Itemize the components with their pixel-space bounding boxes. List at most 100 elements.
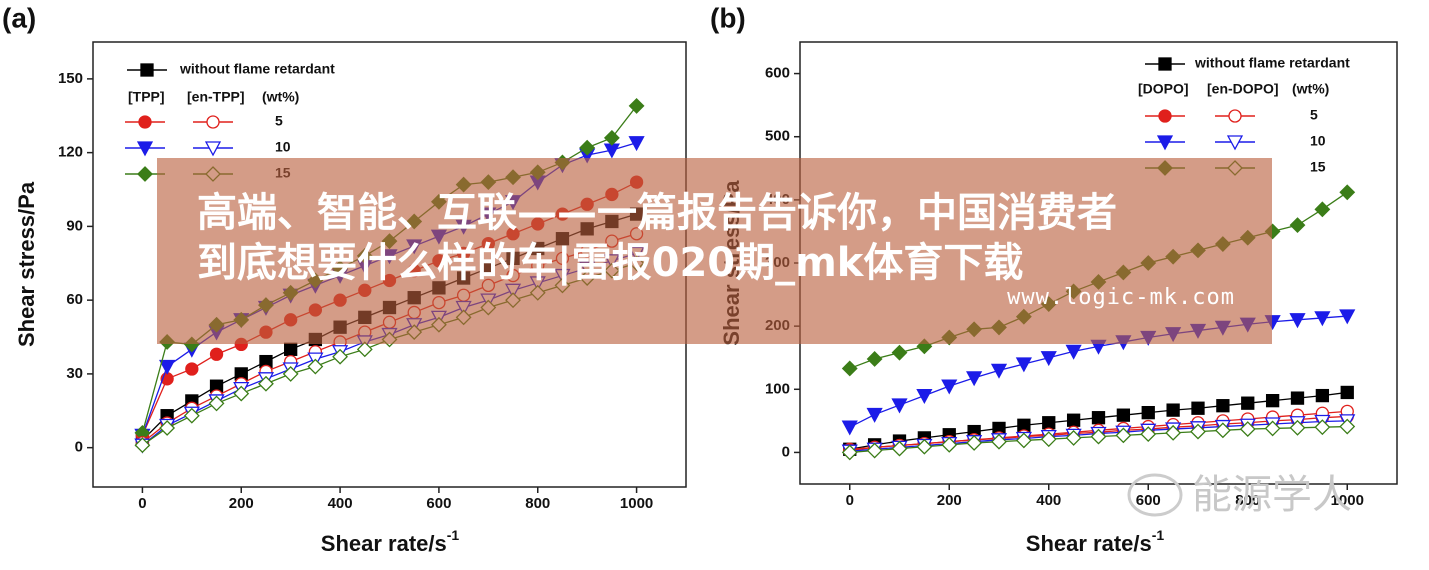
legend-header: [en-TPP] <box>187 89 245 105</box>
marker <box>258 375 274 392</box>
marker <box>841 444 858 461</box>
marker <box>991 433 1007 450</box>
legend-row-label: 5 <box>1310 107 1318 123</box>
marker <box>1214 422 1231 439</box>
legend-row-label: 5 <box>275 113 283 129</box>
marker <box>1015 357 1032 373</box>
x-tick-label: 800 <box>1235 492 1260 509</box>
marker <box>841 360 858 377</box>
legend-header: (wt%) <box>1292 81 1329 97</box>
watermark-group: 能源学人 <box>1127 472 1352 518</box>
marker <box>282 365 299 382</box>
legend-marker <box>140 63 154 77</box>
marker <box>1065 344 1082 360</box>
marker <box>1090 428 1107 445</box>
y-axis-title: Shear stress/Pa <box>14 181 39 347</box>
marker <box>233 385 250 402</box>
x-tick-label: 800 <box>525 495 550 512</box>
marker <box>332 348 349 365</box>
marker <box>579 139 596 156</box>
marker <box>628 136 645 152</box>
x-axis-title-text: Shear rate/s <box>1026 531 1152 556</box>
marker <box>159 420 176 436</box>
legend-marker <box>1158 57 1172 71</box>
y-tick-label: 30 <box>66 365 83 382</box>
marker <box>185 362 199 376</box>
marker <box>1289 217 1306 234</box>
watermark-icon <box>1127 473 1183 517</box>
marker <box>916 438 933 455</box>
marker <box>841 420 858 436</box>
legend-marker <box>1226 135 1244 151</box>
x-tick-label: 1000 <box>1331 492 1364 509</box>
marker <box>356 341 373 358</box>
y-tick-label: 90 <box>66 217 83 234</box>
y-tick-label: 150 <box>58 70 83 87</box>
x-tick-label: 200 <box>937 492 962 509</box>
watermark: 能源学人 <box>1192 472 1352 518</box>
marker <box>134 437 151 454</box>
legend-row-label: 15 <box>1310 159 1326 175</box>
marker <box>1339 184 1356 201</box>
legend-header: (wt%) <box>262 89 299 105</box>
banner-line: 到底想要什么样的车|雷报020期_mk体育下载 <box>197 240 1023 287</box>
legend-row-label: 10 <box>1310 133 1326 149</box>
marker <box>1264 420 1281 437</box>
x-axis-title: Shear rate/s-1 <box>321 527 460 556</box>
x-tick-label: 400 <box>328 495 353 512</box>
marker <box>209 347 224 361</box>
x-tick-label: 600 <box>426 495 451 512</box>
marker <box>1191 401 1205 415</box>
y-tick-label: 500 <box>765 128 790 145</box>
panel-label: (a) <box>2 2 36 33</box>
marker <box>1315 388 1330 403</box>
marker <box>1040 431 1057 448</box>
x-axis-title-sup: -1 <box>447 527 460 543</box>
y-tick-label: 120 <box>58 144 83 161</box>
marker <box>159 359 176 375</box>
marker <box>1314 419 1331 436</box>
y-tick-label: 100 <box>765 380 790 397</box>
marker <box>183 407 200 424</box>
x-tick-label: 200 <box>229 495 254 512</box>
marker <box>1165 424 1182 441</box>
marker <box>891 344 908 361</box>
marker <box>866 407 883 423</box>
marker <box>1339 309 1356 325</box>
marker <box>307 358 324 375</box>
marker <box>1015 432 1032 449</box>
y-tick-label: 60 <box>66 291 83 308</box>
marker <box>916 388 933 404</box>
legend-header: [DOPO] <box>1138 81 1189 97</box>
legend-label: without flame retardant <box>1194 55 1350 71</box>
legend-header: [TPP] <box>128 89 165 105</box>
y-tick-label: 600 <box>765 65 790 82</box>
marker <box>1340 385 1354 400</box>
x-tick-label: 1000 <box>620 495 653 512</box>
legend-marker <box>136 141 154 157</box>
marker <box>891 440 908 457</box>
x-axis-title: Shear rate/s-1 <box>1026 527 1165 556</box>
marker <box>1166 403 1180 417</box>
marker <box>941 379 958 395</box>
marker <box>1042 416 1056 430</box>
marker <box>1190 423 1206 440</box>
x-axis-title-sup: -1 <box>1152 527 1165 543</box>
marker <box>1140 426 1157 443</box>
legend-marker <box>1156 135 1174 151</box>
marker <box>1091 411 1106 425</box>
marker <box>966 371 983 387</box>
marker <box>1339 418 1356 435</box>
legend-row-label: 10 <box>275 139 291 155</box>
marker <box>891 398 908 414</box>
banner-url: www.logic-mk.com <box>1007 285 1235 310</box>
x-tick-label: 400 <box>1036 492 1061 509</box>
marker <box>1314 311 1331 327</box>
marker <box>1289 313 1306 329</box>
marker <box>603 129 620 146</box>
marker <box>628 98 645 114</box>
marker <box>1066 413 1081 427</box>
marker <box>208 395 225 412</box>
marker <box>1239 421 1256 437</box>
